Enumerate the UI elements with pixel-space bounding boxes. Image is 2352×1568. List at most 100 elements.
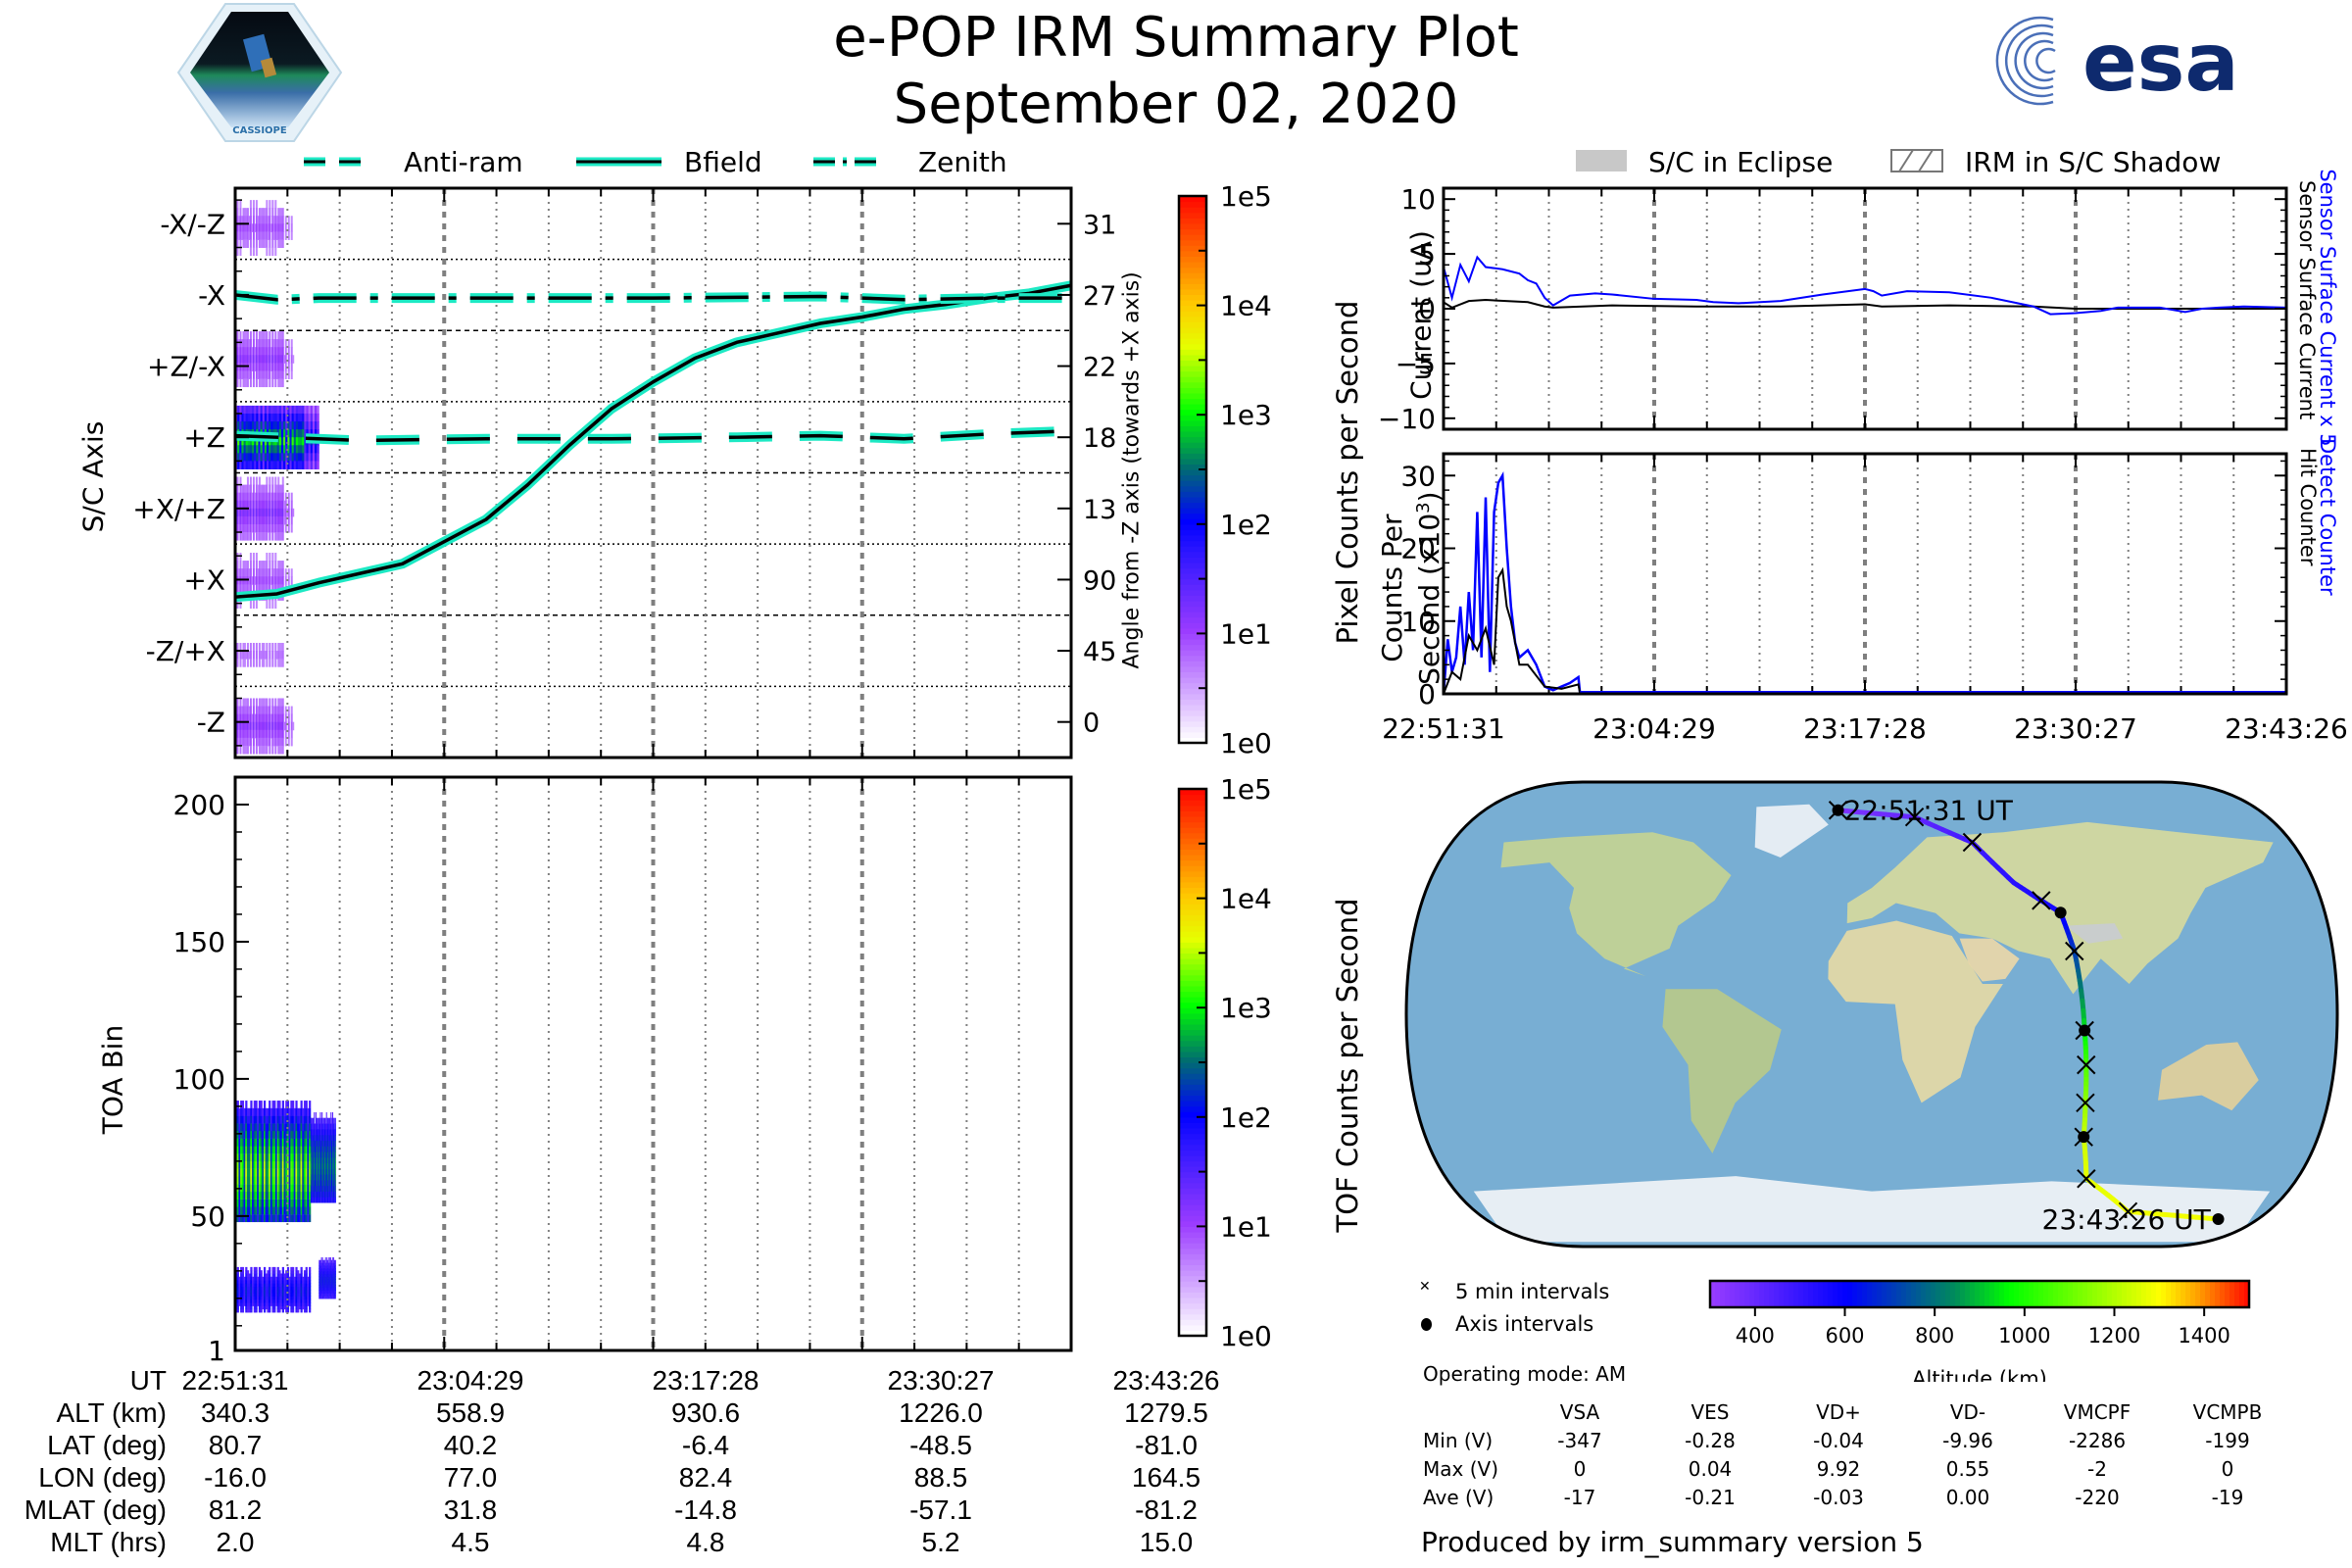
tof-count-cell xyxy=(321,1256,323,1261)
pixel-count-cell xyxy=(260,729,263,739)
pixel-count-cell xyxy=(264,508,267,517)
pixel-count-cell xyxy=(242,492,245,502)
tof-count-cell xyxy=(322,1296,324,1299)
altitude-tick-label: 1000 xyxy=(1998,1324,2050,1348)
tof-count-cell xyxy=(253,1270,256,1274)
pixel-count-cell xyxy=(254,445,257,454)
pixel-count-cell xyxy=(258,729,261,739)
tof-count-cell xyxy=(240,1273,243,1278)
tof-count-cell xyxy=(255,1286,258,1291)
tof-count-cell xyxy=(309,1168,312,1177)
altitude-colorbar-segment xyxy=(2102,1281,2108,1307)
pixel-count-cell xyxy=(260,445,264,454)
pixel-count-cell xyxy=(262,405,266,415)
tof-count-cell xyxy=(252,1184,255,1193)
tof-count-cell xyxy=(322,1180,324,1187)
pixel-count-cell xyxy=(264,331,267,340)
colorbar-segment xyxy=(1179,1182,1206,1189)
pixel-count-cell xyxy=(262,453,266,462)
pixel-count-cell xyxy=(254,405,257,415)
pixel-count-cell xyxy=(240,216,243,224)
tof-count-cell xyxy=(324,1259,326,1264)
tof-count-cell xyxy=(329,1168,331,1175)
tof-count-cell xyxy=(318,1185,320,1192)
tof-count-cell xyxy=(248,1280,251,1284)
pixel-count-cell xyxy=(260,532,263,541)
tof-count-cell xyxy=(318,1197,320,1203)
pixel-count-cell xyxy=(271,500,274,510)
tof-count-cell xyxy=(267,1160,270,1169)
pixel-count-cell xyxy=(267,576,270,585)
tof-count-cell xyxy=(319,1135,321,1142)
tof-count-cell xyxy=(318,1140,319,1147)
tof-count-cell xyxy=(278,1153,281,1162)
colorbar-segment xyxy=(1179,1101,1206,1107)
tof-count-cell xyxy=(325,1256,327,1261)
tof-count-cell xyxy=(326,1174,328,1181)
pixel-count-cell xyxy=(290,523,293,533)
pixel-count-cell xyxy=(239,378,242,388)
counts-right-label-black: Hit Counter xyxy=(2296,448,2320,566)
pixel-count-cell xyxy=(304,453,308,462)
tof-count-cell xyxy=(326,1157,328,1164)
tof-count-cell xyxy=(321,1140,323,1147)
pixel-count-cell xyxy=(274,378,277,388)
tof-count-cell xyxy=(236,1273,239,1278)
tof-count-cell xyxy=(286,1286,290,1291)
tof-count-cell xyxy=(325,1123,327,1130)
tof-count-cell xyxy=(326,1140,328,1147)
pixel-count-cell xyxy=(261,500,264,510)
tof-count-cell xyxy=(276,1160,279,1169)
tof-count-cell xyxy=(255,1115,258,1124)
pixel-count-cell xyxy=(274,339,277,348)
tof-count-cell xyxy=(253,1115,256,1124)
tof-count-cell xyxy=(330,1256,331,1261)
pixel-count-cell xyxy=(264,421,268,430)
svg-text:IRM in S/C Shadow: IRM in S/C Shadow xyxy=(1965,146,2221,178)
tof-count-cell xyxy=(236,1308,239,1313)
tof-count-cell xyxy=(318,1180,320,1187)
pixel-count-cell xyxy=(258,532,261,541)
pixel-count-cell xyxy=(284,713,287,723)
tof-count-cell xyxy=(324,1191,326,1198)
colorbar-tick-label: 1e2 xyxy=(1220,1102,1272,1134)
tof-count-cell xyxy=(262,1214,265,1223)
tof-count-cell xyxy=(273,1153,276,1162)
pixel-count-cell xyxy=(249,331,252,340)
tof-count-cell xyxy=(290,1206,293,1215)
pixel-count-cell xyxy=(261,363,264,371)
tof-count-cell xyxy=(290,1123,293,1132)
pixel-count-cell xyxy=(293,413,297,422)
tof-count-cell xyxy=(240,1276,243,1281)
pixel-count-cell xyxy=(247,413,251,422)
pixel-count-cell xyxy=(258,698,261,708)
sc-axis-ytick-label: +X xyxy=(183,564,225,596)
colorbar-segment xyxy=(1179,997,1206,1004)
tof-count-cell xyxy=(278,1270,281,1274)
tof-count-cell xyxy=(236,1302,239,1306)
tof-count-cell xyxy=(321,1123,323,1130)
pixel-count-cell xyxy=(239,445,242,454)
pixel-count-cell xyxy=(257,737,260,747)
tof-count-cell xyxy=(334,1152,336,1158)
tof-count-cell xyxy=(270,1191,273,1200)
pixel-count-cell xyxy=(264,713,267,723)
pixel-count-cell xyxy=(276,445,280,454)
pixel-count-cell xyxy=(255,492,258,502)
tof-count-cell xyxy=(305,1293,308,1297)
pixel-count-cell xyxy=(274,405,278,415)
pixel-count-cell xyxy=(258,208,261,217)
pixel-count-cell xyxy=(237,355,240,364)
tof-count-cell xyxy=(243,1107,246,1116)
tof-count-cell xyxy=(271,1270,274,1274)
tof-count-cell xyxy=(330,1168,332,1175)
tof-count-cell xyxy=(327,1157,329,1164)
pixel-count-cell xyxy=(274,421,278,430)
ephemeris-value: 4.8 xyxy=(686,1527,725,1557)
tof-count-cell xyxy=(288,1146,291,1154)
colorbar-segment xyxy=(1179,1095,1206,1102)
tof-count-cell xyxy=(286,1298,290,1303)
tof-count-cell xyxy=(300,1270,303,1274)
tof-count-cell xyxy=(295,1153,298,1162)
tof-count-cell xyxy=(253,1283,256,1288)
